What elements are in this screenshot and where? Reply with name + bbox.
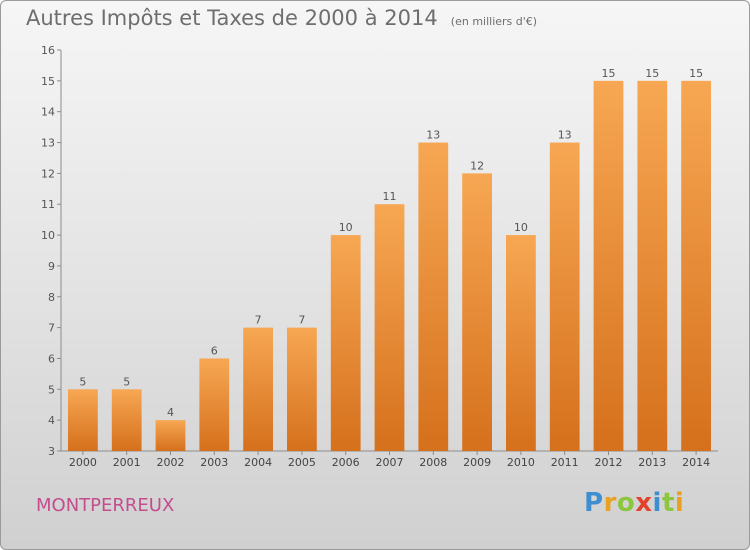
data-label: 4 <box>167 406 174 419</box>
data-label: 11 <box>383 190 397 203</box>
x-axis-ticks: 2000 2001 2002 2003 2004 2005 2006 2007 2008 2009… <box>69 451 710 469</box>
y-tick-label: 10 <box>41 229 55 242</box>
bar <box>637 80 668 451</box>
data-label: 6 <box>211 344 218 357</box>
logo-letter: r <box>603 488 617 518</box>
bar <box>374 204 405 451</box>
y-tick-label: 13 <box>41 137 55 150</box>
y-tick-label: 12 <box>41 167 55 180</box>
y-tick-label: 14 <box>41 106 55 119</box>
data-label: 15 <box>689 67 703 80</box>
data-label: 12 <box>470 159 484 172</box>
y-tick-label: 4 <box>48 414 55 427</box>
bar <box>462 173 492 451</box>
x-tick-label: 2012 <box>595 456 623 469</box>
y-tick-label: 9 <box>48 260 55 273</box>
data-label: 13 <box>426 129 440 142</box>
logo-letter: o <box>616 488 636 518</box>
x-tick-label: 2010 <box>507 456 535 469</box>
y-tick-label: 3 <box>48 445 55 458</box>
y-tick-label: 7 <box>48 322 55 335</box>
y-tick-label: 15 <box>41 75 55 88</box>
y-tick-label: 8 <box>48 291 55 304</box>
x-tick-label: 2011 <box>551 456 579 469</box>
data-label: 5 <box>79 375 86 388</box>
chart-unit: (en milliers d'€) <box>450 15 538 28</box>
y-tick-label: 16 <box>41 44 55 57</box>
data-label: 15 <box>645 67 659 80</box>
x-tick-label: 2013 <box>638 456 666 469</box>
x-tick-label: 2000 <box>69 456 97 469</box>
bar <box>418 142 449 452</box>
data-label: 13 <box>558 129 572 142</box>
bar <box>330 235 361 451</box>
x-tick-label: 2002 <box>157 456 185 469</box>
bar <box>506 235 536 451</box>
bar <box>287 327 317 451</box>
proxiti-logo: Proxiti <box>584 488 684 518</box>
x-tick-label: 2014 <box>682 456 710 469</box>
data-label: 10 <box>514 221 528 234</box>
logo-letter: P <box>584 488 604 518</box>
logo-letter: i <box>674 488 685 518</box>
commune-name: MONTPERREUX <box>36 495 175 516</box>
y-tick-label: 6 <box>48 352 55 365</box>
data-label: 10 <box>339 221 353 234</box>
bar <box>111 389 142 451</box>
logo-letter: i <box>652 488 662 518</box>
y-axis-ticks: 3 4 5 6 7 8 9 10 11 12 13 14 15 16 <box>41 44 61 458</box>
bar <box>199 358 230 451</box>
y-tick-label: 11 <box>41 198 55 211</box>
bar-series <box>68 80 711 452</box>
bar <box>549 142 580 452</box>
bar <box>68 389 98 451</box>
logo-letter: t <box>661 488 675 518</box>
bar <box>155 420 186 451</box>
chart-title: Autres Impôts et Taxes de 2000 à 2014 (e… <box>26 6 537 30</box>
x-tick-label: 2003 <box>200 456 228 469</box>
x-tick-label: 2004 <box>244 456 272 469</box>
x-tick-label: 2005 <box>288 456 316 469</box>
data-label: 15 <box>602 67 616 80</box>
logo-letter: x <box>635 488 653 518</box>
y-tick-label: 5 <box>48 383 55 396</box>
bar <box>681 80 711 451</box>
x-tick-label: 2006 <box>332 456 360 469</box>
data-labels: 5 5 4 6 7 7 10 11 13 12 10 13 15 15 15 <box>79 67 703 419</box>
chart-title-text: Autres Impôts et Taxes de 2000 à 2014 <box>26 6 438 30</box>
x-tick-label: 2008 <box>419 456 447 469</box>
data-label: 7 <box>298 314 305 327</box>
bar <box>243 327 273 451</box>
data-label: 5 <box>123 375 130 388</box>
bar <box>593 80 624 451</box>
x-tick-label: 2009 <box>463 456 491 469</box>
x-tick-label: 2007 <box>376 456 404 469</box>
data-label: 7 <box>255 314 262 327</box>
x-tick-label: 2001 <box>113 456 141 469</box>
